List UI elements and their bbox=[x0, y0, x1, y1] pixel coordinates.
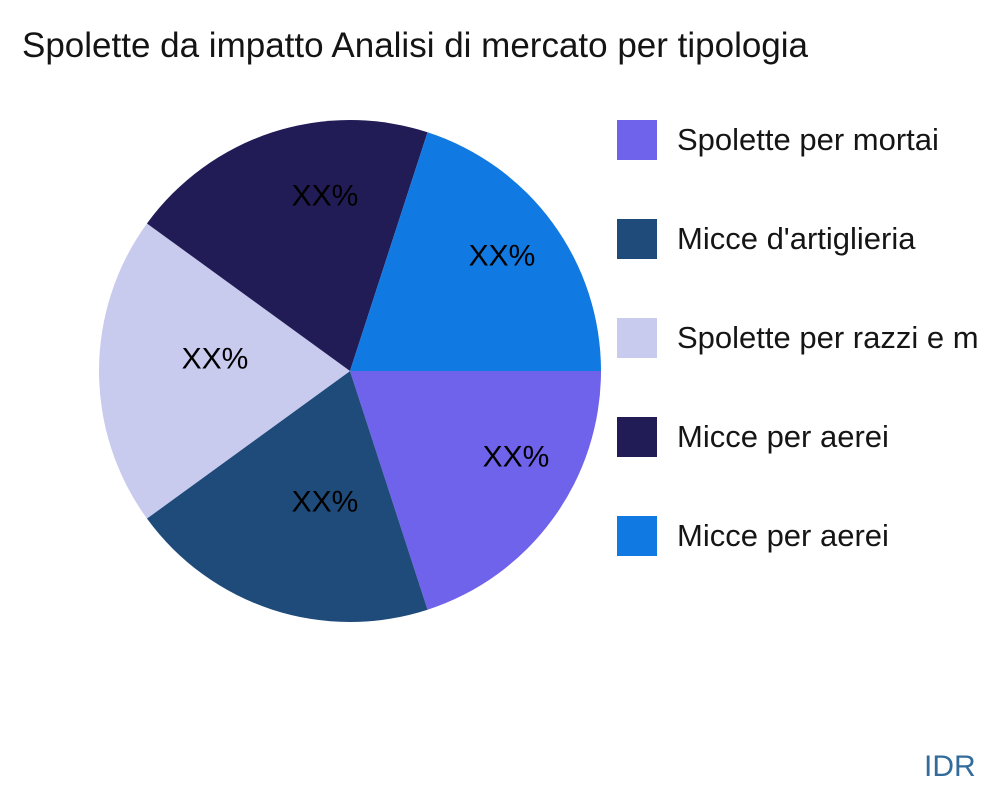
pie-slice-label: XX% bbox=[292, 180, 359, 213]
legend-label: Micce per aerei bbox=[677, 419, 889, 454]
pie-slice-label: XX% bbox=[483, 441, 550, 474]
chart-title: Spolette da impatto Analisi di mercato p… bbox=[22, 26, 809, 65]
legend-swatch bbox=[617, 120, 657, 160]
pie-slice bbox=[99, 223, 350, 519]
legend-label: Spolette per razzi e m bbox=[677, 320, 979, 355]
legend-label: Micce per aerei bbox=[677, 518, 889, 553]
legend-item: Spolette per razzi e m bbox=[617, 318, 979, 358]
legend: Spolette per mortai Micce d'artiglieria Sp… bbox=[617, 120, 979, 556]
legend-item: Micce d'artiglieria bbox=[617, 219, 979, 259]
legend-item: Micce per aerei bbox=[617, 417, 979, 457]
legend-swatch bbox=[617, 516, 657, 556]
legend-label: Micce d'artiglieria bbox=[677, 221, 916, 256]
watermark-text: IDR bbox=[924, 750, 976, 783]
pie-slice-label: XX% bbox=[292, 486, 359, 519]
legend-swatch bbox=[617, 318, 657, 358]
legend-item: Spolette per mortai bbox=[617, 120, 979, 160]
legend-label: Spolette per mortai bbox=[677, 122, 939, 157]
pie-slice-label: XX% bbox=[182, 343, 249, 376]
pie-slice bbox=[350, 132, 601, 371]
legend-swatch bbox=[617, 219, 657, 259]
legend-swatch bbox=[617, 417, 657, 457]
pie-slice bbox=[146, 119, 428, 371]
legend-item: Micce per aerei bbox=[617, 516, 979, 556]
pie-slice-label: XX% bbox=[469, 240, 536, 273]
pie-slice bbox=[146, 371, 428, 623]
pie-slice bbox=[350, 371, 601, 610]
